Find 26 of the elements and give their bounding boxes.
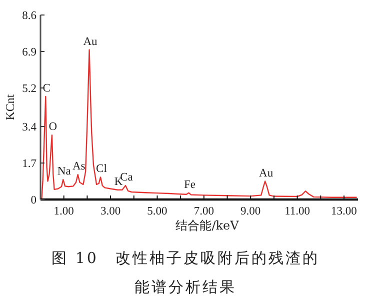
x-tick-label: 9.00 xyxy=(240,206,261,218)
annotation: Fe xyxy=(184,178,196,191)
x-tick-label: 11.00 xyxy=(284,206,310,218)
text: 图 10 改性柚子皮吸附后的残渣的能谱分析结果 xyxy=(50,248,320,298)
x-axis-title: 结合能/keV xyxy=(176,218,240,232)
annotation: Cl xyxy=(96,163,107,176)
x-tick-label: 7.00 xyxy=(194,206,214,218)
annotation: As xyxy=(72,160,86,173)
y-tick-label: 1.7 xyxy=(22,158,37,170)
y-tick-label: 0 xyxy=(30,194,37,206)
y-tick-label: 6.9 xyxy=(22,46,37,58)
y-tick-label: 5.2 xyxy=(22,82,37,95)
x-tick-label: 13.00 xyxy=(331,206,358,218)
y-tick-label: 8.6 xyxy=(22,10,37,22)
x-tick-label: 3.00 xyxy=(100,206,121,218)
annotation: Au xyxy=(83,36,98,48)
y-tick-label: 3.4 xyxy=(22,122,37,134)
y-axis-title: KCnt xyxy=(3,94,17,120)
line-series xyxy=(41,49,358,200)
annotation: C xyxy=(42,82,51,95)
annotation: O xyxy=(48,121,58,134)
x-tick-label: 1.00 xyxy=(54,206,74,218)
annotation: Na xyxy=(57,166,71,178)
x-tick-label: 5.00 xyxy=(147,206,168,218)
annotation: Ca xyxy=(120,172,133,184)
annotation: Au xyxy=(259,167,274,180)
